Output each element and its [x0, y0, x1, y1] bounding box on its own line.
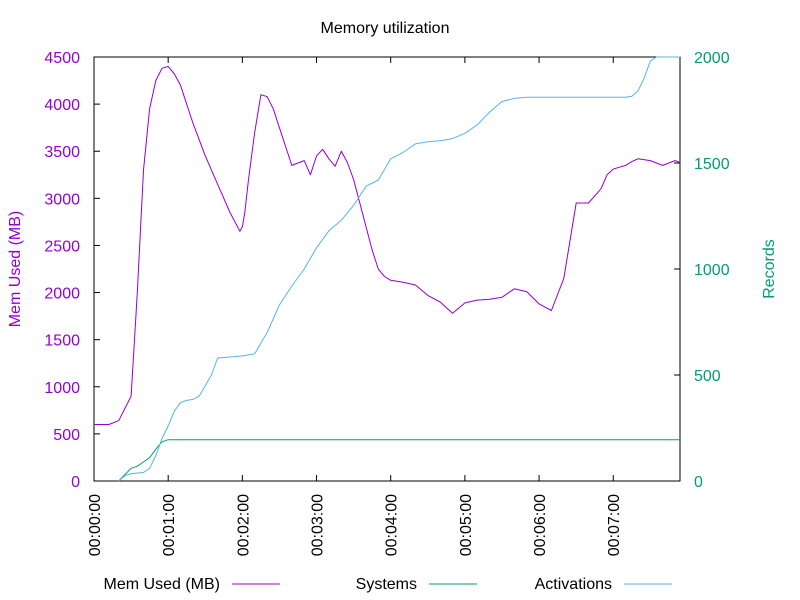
x-tick-label: 00:00:00: [87, 494, 104, 556]
legend-item-mem-used: Mem Used (MB): [104, 576, 280, 593]
legend-item-systems: Systems: [356, 576, 477, 593]
y-tick-label: 3000: [44, 191, 80, 208]
x-tick-label: 00:07:00: [606, 494, 623, 556]
legend: Mem Used (MB) Systems Activations: [104, 576, 672, 593]
x-tick-label: 00:05:00: [458, 494, 475, 556]
x-tick-label: 00:04:00: [384, 494, 401, 556]
y-tick-label: 1000: [44, 380, 80, 397]
y-tick-label: 2000: [44, 286, 80, 303]
y-tick-label: 2500: [44, 238, 80, 255]
y-tick-label: 500: [53, 427, 80, 444]
y-axis-label: Mem Used (MB): [7, 211, 24, 327]
series-line-mem-used-mb: [94, 65, 681, 425]
y2-tick-label: 0: [694, 474, 703, 491]
legend-label-activations: Activations: [535, 576, 612, 593]
series-line-systems: [118, 439, 680, 482]
y-tick-label: 3500: [44, 144, 80, 161]
legend-label-systems: Systems: [356, 576, 417, 593]
series-line-activations: [118, 56, 680, 482]
legend-label-mem-used: Mem Used (MB): [104, 576, 220, 593]
x-tick-label: 00:02:00: [235, 494, 252, 556]
y-tick-label: 4500: [44, 50, 80, 67]
y2-tick-label: 1000: [694, 262, 730, 279]
x-tick-label: 00:03:00: [310, 494, 327, 556]
x-axis-ticks: 00:00:00 00:01:00 00:02:00 00:03:00 00:04:00…: [87, 57, 623, 556]
y-tick-label: 0: [71, 474, 80, 491]
legend-item-activations: Activations: [535, 576, 672, 593]
y-tick-label: 4000: [44, 97, 80, 114]
plot-frame: [93, 56, 681, 482]
chart-title: Memory utilization: [321, 20, 450, 37]
y2-tick-label: 500: [694, 368, 721, 385]
y2-axis-label: Records: [761, 239, 778, 299]
x-tick-label: 00:01:00: [161, 494, 178, 556]
y-tick-label: 1500: [44, 333, 80, 350]
y2-axis-ticks: 0 500 1000 1500 2000: [674, 50, 730, 491]
y2-tick-label: 1500: [694, 156, 730, 173]
x-tick-label: 00:06:00: [532, 494, 549, 556]
series-layer: [94, 56, 681, 482]
y-axis-ticks: 0 500 1000 1500 2000 2500 3000 3500 4000 4500: [44, 50, 100, 491]
y2-tick-label: 2000: [694, 50, 730, 67]
